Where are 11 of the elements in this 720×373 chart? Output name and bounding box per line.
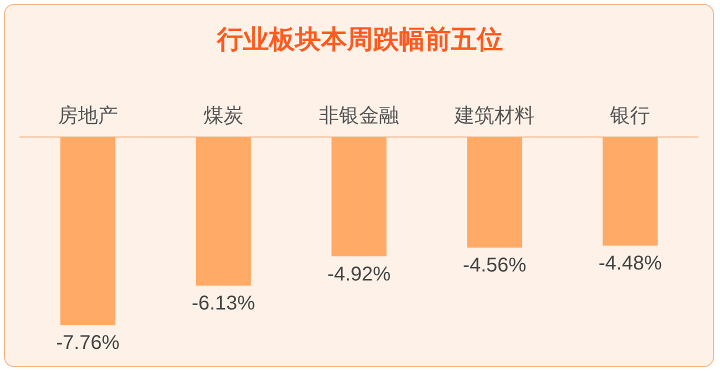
- data-label: -6.13%: [192, 292, 256, 315]
- data-label: -4.48%: [598, 252, 662, 275]
- data-label: -4.56%: [462, 254, 526, 277]
- x-tick-label: 建筑材料: [454, 103, 535, 127]
- data-label: -7.76%: [56, 332, 120, 354]
- chart-title: 行业板块本周跌幅前五位: [216, 25, 503, 55]
- data-label: -4.92%: [327, 263, 391, 286]
- x-tick-label: 银行: [609, 103, 650, 127]
- x-tick-label: 房地产: [58, 103, 118, 127]
- x-tick-label: 煤炭: [203, 103, 244, 127]
- x-tick-label: 非银金融: [319, 103, 399, 127]
